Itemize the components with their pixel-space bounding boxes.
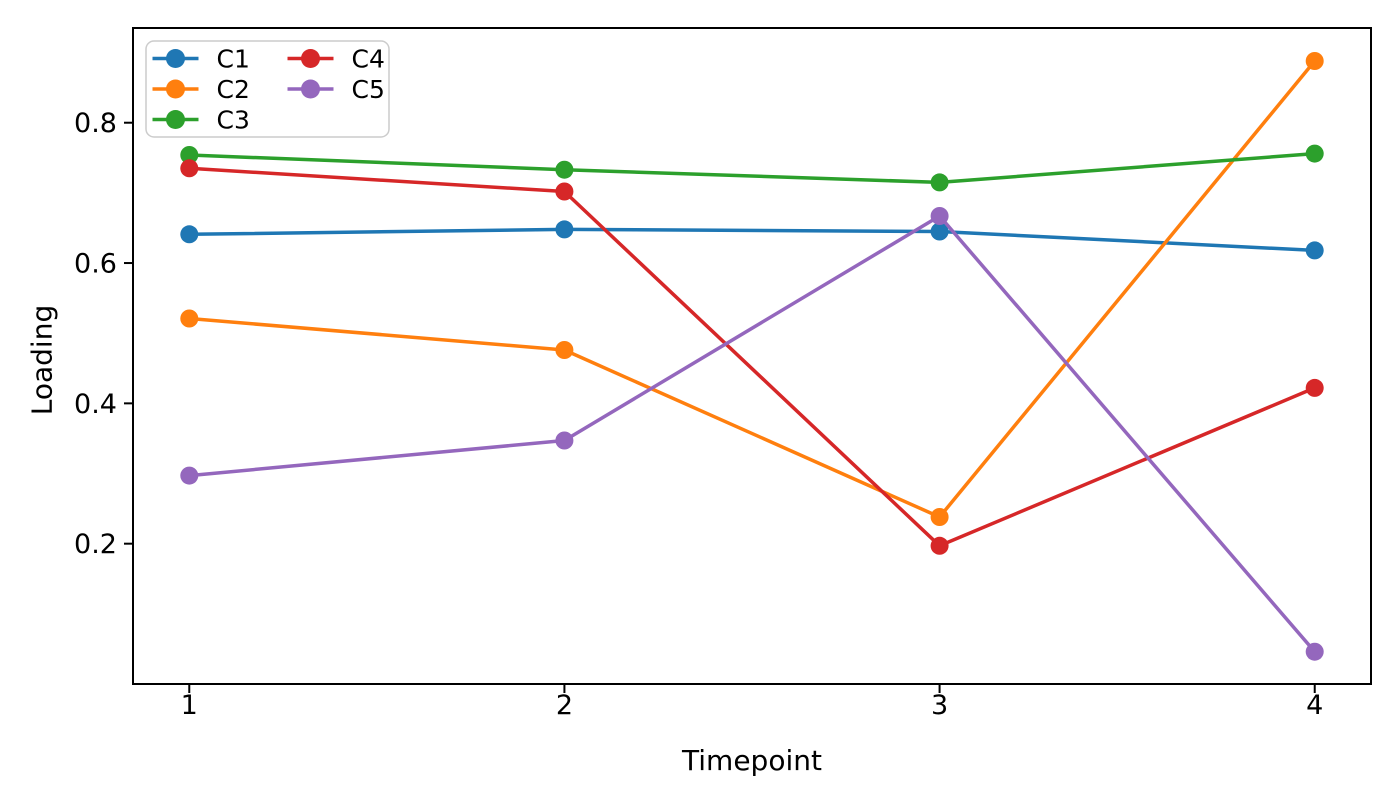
series-C2-marker — [1305, 52, 1324, 70]
series-C1-marker — [180, 225, 199, 244]
series-C5-line — [187, 214, 1317, 654]
series-C3-marker — [180, 146, 199, 164]
legend-box — [145, 40, 390, 138]
legend-label: C3 — [217, 105, 250, 134]
y-tick-label: 0.6 — [74, 248, 117, 279]
series-C4-marker — [180, 159, 199, 178]
legend-marker-sample — [166, 110, 185, 129]
series-C2-line — [187, 59, 1317, 519]
series-C4-marker — [555, 182, 574, 201]
legend-label: C4 — [352, 44, 385, 73]
legend-entry-C2: C2 — [152, 75, 250, 104]
series-C3-marker — [1305, 144, 1324, 163]
series-C5-marker — [180, 466, 199, 485]
series-C5-marker — [1305, 642, 1324, 661]
series-C3 — [180, 144, 1324, 192]
plot-border — [132, 27, 1372, 685]
legend-label: C1 — [217, 44, 250, 73]
x-tick-label: 2 — [556, 690, 573, 721]
legend-entry-C3: C3 — [152, 105, 250, 134]
y-axis-label: Loading — [25, 304, 59, 416]
y-tick-label: 0.4 — [74, 389, 117, 420]
x-tick-label: 4 — [1306, 690, 1323, 721]
series-C4 — [180, 159, 1324, 555]
series-C4-marker — [930, 536, 949, 555]
y-tick-label: 0.8 — [74, 108, 117, 139]
series-C1-marker — [1305, 241, 1324, 260]
legend-marker-sample — [166, 49, 185, 68]
legend-marker-sample — [301, 79, 320, 99]
axes: 0.2 0.4 0.6 0.8 1 2 3 4 — [74, 108, 1323, 721]
series-C2 — [180, 52, 1324, 526]
series-C2-marker — [930, 508, 949, 526]
legend-entry-C4: C4 — [287, 44, 385, 73]
series-C2-marker — [555, 341, 574, 359]
x-tick-label: 3 — [931, 690, 948, 721]
series-C3-line — [187, 151, 1317, 185]
legend-label: C5 — [352, 75, 385, 104]
y-tick-label: 0.2 — [74, 529, 117, 560]
series-C3-marker — [930, 173, 949, 192]
series-C4-line — [187, 166, 1317, 548]
series-C3-marker — [555, 160, 574, 179]
legend-marker-sample — [166, 79, 185, 99]
x-axis-label: Timepoint — [682, 744, 822, 777]
series-C1-marker — [930, 222, 949, 241]
legend-entry-C1: C1 — [152, 44, 250, 73]
legend-label: C2 — [217, 75, 250, 104]
legend-marker-sample — [301, 49, 320, 68]
series-C2-marker — [180, 309, 199, 328]
series-C5-marker — [930, 207, 949, 225]
series-C1-marker — [555, 220, 574, 239]
series-C5-marker — [555, 431, 574, 450]
series-C1 — [180, 220, 1324, 260]
series-C1-line — [187, 227, 1317, 253]
series-C4-marker — [1305, 378, 1324, 397]
series-C5 — [180, 207, 1324, 661]
x-tick-label: 1 — [181, 690, 198, 721]
legend-entry-C5: C5 — [287, 75, 385, 104]
